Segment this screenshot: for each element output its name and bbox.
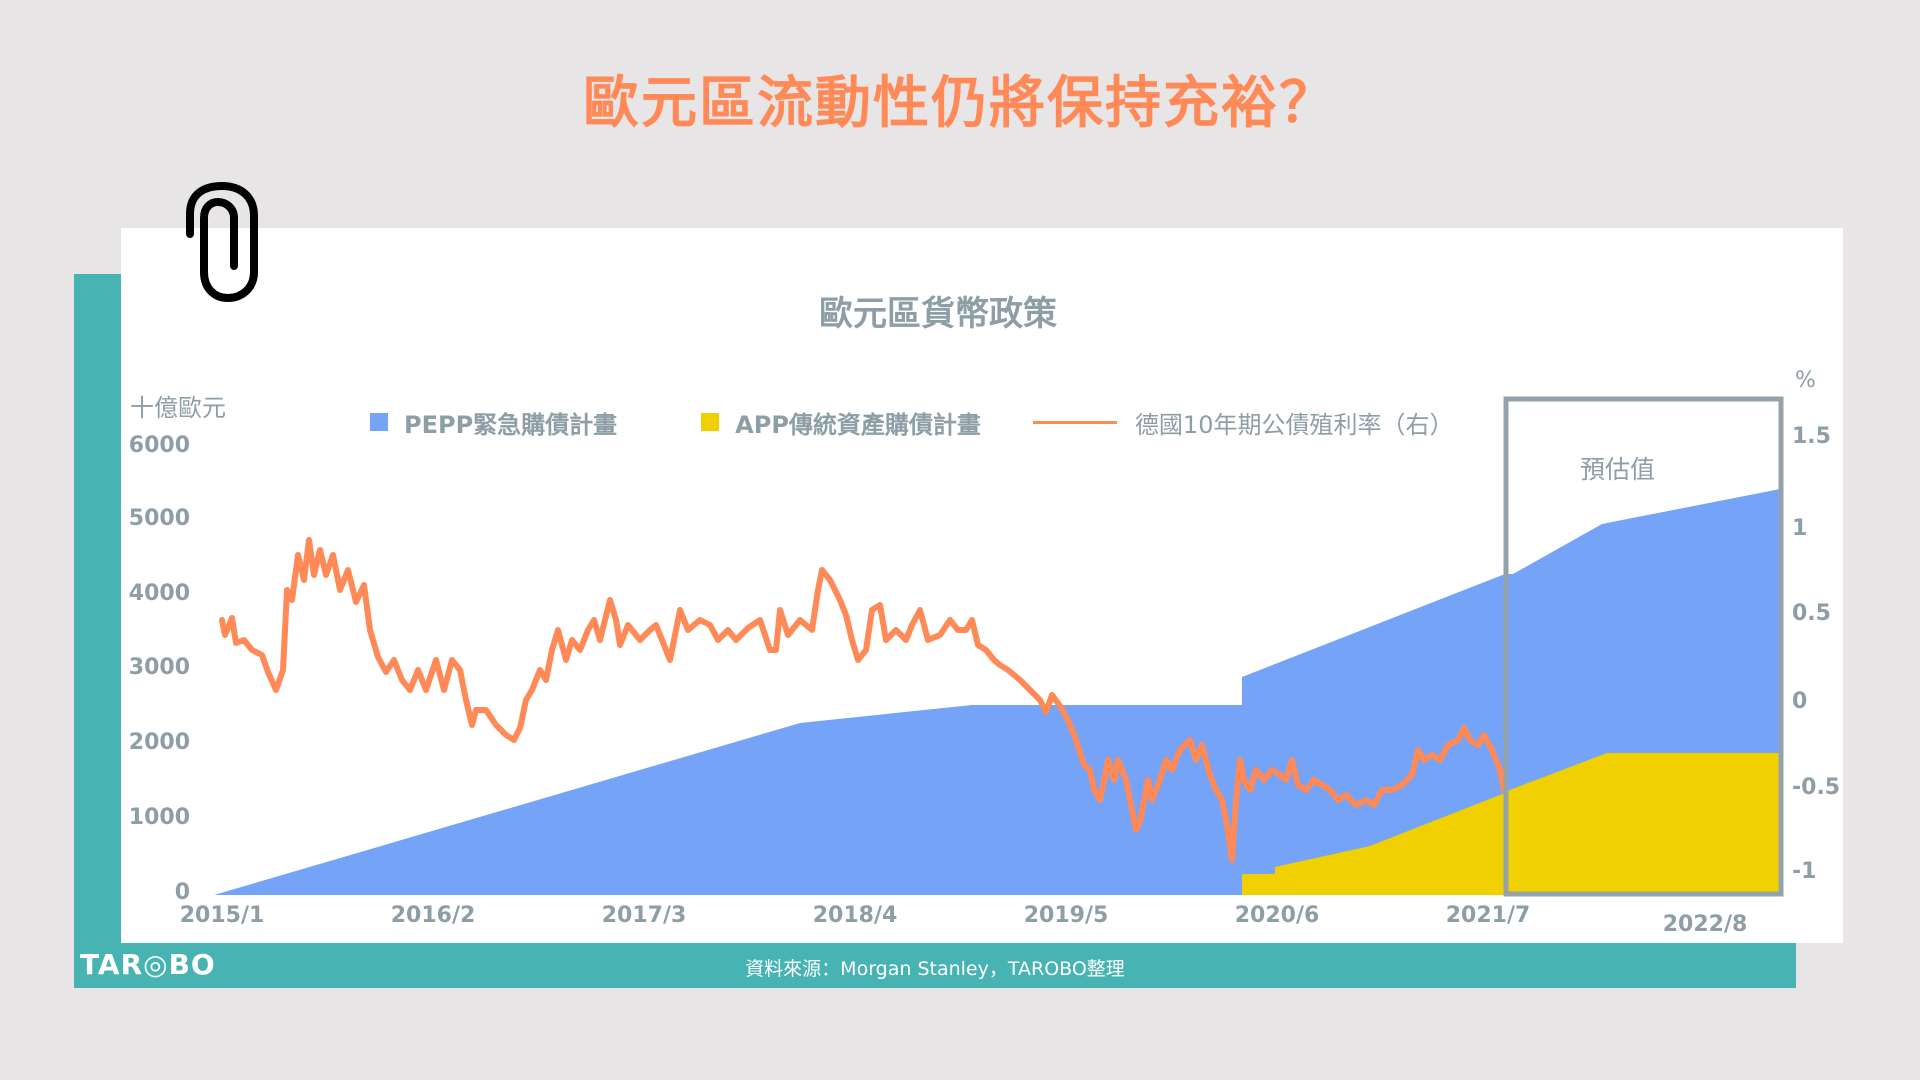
yield-line	[219, 537, 1507, 863]
right-tick: 1.5	[1792, 424, 1831, 449]
left-tick: 0	[174, 880, 190, 905]
legend-label-pepp: PEPP緊急購債計畫	[404, 410, 618, 439]
legend-item-yield: 德國10年期公債殖利率（右）	[1032, 405, 1454, 440]
right-tick: 0.5	[1792, 601, 1831, 626]
right-tick: 1	[1792, 516, 1808, 541]
x-tick: 2018/4	[812, 903, 898, 928]
legend-item-pepp: PEPP緊急購債計畫	[370, 405, 617, 440]
right-tick: 0	[1792, 689, 1808, 714]
right-tick: -0.5	[1792, 775, 1841, 800]
legend-swatch-app	[701, 413, 720, 431]
x-tick: 2019/5	[1023, 903, 1109, 928]
chart-legend: PEPP緊急購債計畫 APP傳統資產購債計畫 德國10年期公債殖利率（右）	[370, 404, 1517, 440]
legend-line-yield	[1032, 420, 1117, 424]
left-tick: 1000	[128, 805, 190, 830]
left-tick: 4000	[128, 581, 190, 606]
chart-title: 歐元區貨幣政策	[819, 294, 1057, 334]
legend-label-app: APP傳統資產購債計畫	[735, 410, 981, 439]
footer-bar	[74, 943, 1796, 988]
right-tick: -1	[1792, 859, 1817, 884]
x-tick: 2017/3	[601, 903, 687, 928]
right-axis-unit: %	[1795, 368, 1816, 393]
left-tick: 3000	[128, 655, 190, 680]
x-tick: 2022/8	[1662, 912, 1748, 937]
page-title: 歐元區流動性仍將保持充裕？	[583, 71, 1337, 136]
x-tick: 2015/1	[179, 903, 265, 928]
x-tick: 2021/7	[1445, 903, 1531, 928]
legend-label-yield: 德國10年期公債殖利率（右）	[1134, 410, 1454, 439]
left-tick: 2000	[128, 730, 190, 755]
left-tick: 6000	[128, 433, 190, 458]
left-tick: 5000	[128, 506, 190, 531]
paperclip-icon	[186, 182, 258, 302]
tarobo-logo: TAR◎BO	[80, 948, 216, 981]
source-note: 資料來源：Morgan Stanley，TAROBO整理	[745, 958, 1125, 980]
legend-swatch-pepp	[370, 413, 388, 431]
forecast-label: 預估值	[1580, 455, 1656, 484]
pepp-area	[214, 489, 1780, 895]
legend-item-app: APP傳統資產購債計畫	[701, 405, 981, 440]
teal-accent-strip	[74, 274, 122, 988]
forecast-box	[1503, 396, 1784, 897]
app-area	[1242, 753, 1780, 895]
x-tick: 2020/6	[1234, 903, 1320, 928]
x-tick: 2016/2	[390, 903, 476, 928]
left-axis-unit: 十億歐元	[130, 394, 226, 422]
